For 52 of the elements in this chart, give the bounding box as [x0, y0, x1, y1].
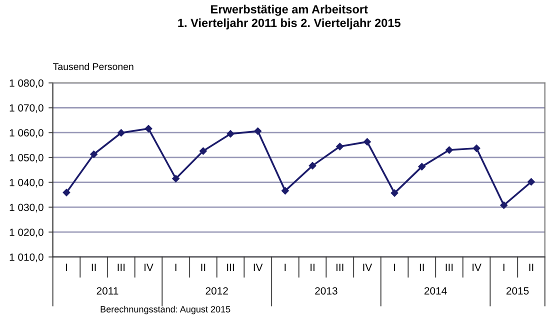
x-tick-label: I	[66, 264, 67, 271]
y-tick-label: 1 070,0	[10, 104, 44, 113]
text: 2011	[96, 287, 118, 295]
x-tick-label: I	[284, 264, 286, 271]
point	[308, 162, 316, 170]
x-tick-label: I	[503, 264, 504, 271]
point	[472, 144, 480, 152]
point	[446, 146, 453, 154]
x-tick-label: III	[227, 264, 234, 271]
y-tick-label: 1 060,0	[10, 129, 44, 138]
point	[500, 202, 508, 209]
point	[254, 127, 262, 135]
x-tick-label: II	[310, 264, 314, 271]
y-tick-label: 1 010,0	[10, 253, 44, 262]
point	[62, 188, 70, 196]
x-tick-label: II	[529, 264, 534, 271]
x-tick-label: IV	[144, 264, 154, 271]
point	[144, 124, 152, 132]
text: 2012	[206, 287, 228, 295]
x-tick-label: I	[175, 264, 176, 271]
point	[226, 130, 234, 138]
text: 2013	[315, 287, 338, 295]
point	[390, 189, 398, 197]
point	[118, 129, 125, 137]
point	[90, 150, 98, 158]
text: 2014	[424, 287, 447, 295]
x-tick-label: III	[446, 264, 453, 271]
point	[336, 142, 344, 150]
text: Berechnungsstand: August 2015	[100, 306, 230, 314]
x-tick-label: IV	[363, 264, 372, 271]
y-tick-label: 1 030,0	[10, 204, 44, 212]
x-tick-label: II	[201, 264, 206, 271]
x-tick-label: III	[118, 264, 125, 271]
point	[172, 174, 180, 182]
point	[282, 187, 289, 194]
text: 2015	[506, 287, 529, 295]
point	[200, 147, 207, 155]
y-tick-label: 1 020,0	[10, 228, 44, 238]
x-tick-label: III	[336, 264, 344, 271]
y-axis-title: Tausend Personen	[53, 62, 134, 70]
x-tick-label: IV	[472, 264, 482, 271]
y-tick-label: 1 040,0	[10, 178, 44, 188]
y-tick-label: 1 080,0	[10, 79, 44, 88]
x-tick-label: II	[92, 264, 96, 271]
point	[418, 163, 426, 170]
x-tick-label: II	[420, 264, 424, 271]
chart-title: Erwerbstätige am Arbeitsort 1. Vierteljahr 2011 bis 2. Vierteljahr 2015	[178, 4, 400, 30]
x-tick-label: IV	[254, 264, 263, 271]
y-tick-label: 1 050,0	[10, 154, 44, 163]
point	[364, 138, 371, 146]
x-tick-label: I	[394, 264, 396, 271]
point	[528, 178, 535, 186]
